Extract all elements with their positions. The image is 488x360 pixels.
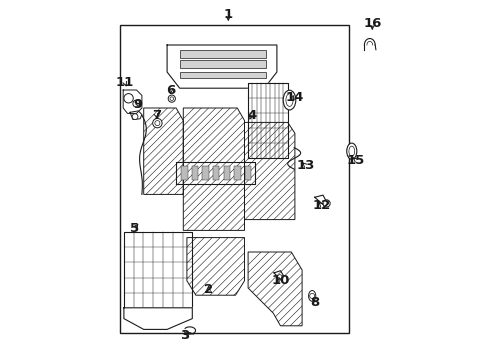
Polygon shape [247,83,287,158]
Text: 7: 7 [151,109,161,122]
Text: 14: 14 [285,91,304,104]
Bar [202,166,208,180]
Bar [120,25,348,333]
Circle shape [152,118,162,128]
Polygon shape [167,45,276,88]
Text: 10: 10 [271,274,289,287]
Circle shape [168,95,175,102]
Text: 9: 9 [133,98,142,111]
Text: 5: 5 [130,222,139,235]
Text: 16: 16 [363,17,381,30]
Ellipse shape [285,94,292,107]
Bar [223,166,229,180]
Bar [213,166,219,180]
Bar [181,166,187,180]
Bar [179,60,265,68]
Circle shape [170,97,173,100]
Bar [179,72,265,78]
Text: 15: 15 [346,154,365,167]
Polygon shape [176,162,255,184]
Bar [179,50,265,58]
Ellipse shape [348,146,354,156]
Text: 2: 2 [203,283,213,296]
Circle shape [277,275,282,280]
Text: 11: 11 [116,76,134,89]
Text: 1: 1 [224,8,232,21]
Circle shape [132,114,138,120]
Text: 6: 6 [166,84,175,96]
Ellipse shape [346,143,356,159]
Circle shape [133,100,140,107]
Text: 4: 4 [246,109,256,122]
Text: 8: 8 [309,296,319,309]
Bar [192,166,198,180]
Circle shape [123,94,133,103]
Ellipse shape [283,90,295,110]
Ellipse shape [308,291,315,301]
Text: 12: 12 [312,199,330,212]
Text: 3: 3 [180,329,189,342]
Bar [234,166,240,180]
Circle shape [322,200,329,207]
Circle shape [309,293,314,298]
Bar [244,166,250,180]
Circle shape [155,121,160,126]
Text: 13: 13 [296,159,314,172]
Polygon shape [123,232,192,308]
Polygon shape [123,308,192,329]
